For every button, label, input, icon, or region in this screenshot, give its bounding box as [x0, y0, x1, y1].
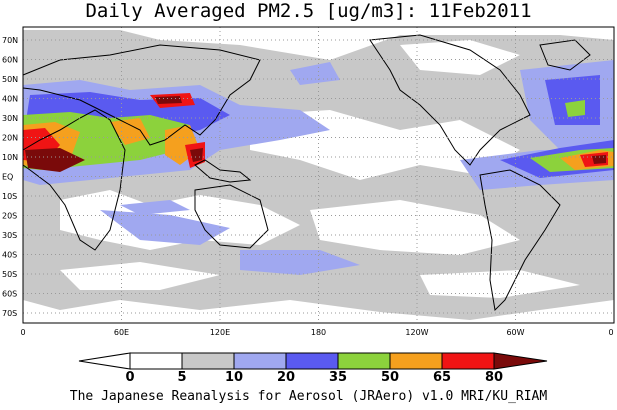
- coastline: [22, 109, 126, 251]
- lat-tick-label: 40N: [2, 95, 18, 104]
- lat-tick-label: 60N: [2, 56, 18, 65]
- concentration-patch: [155, 96, 182, 104]
- colorbar-lower-arrow: [78, 352, 131, 370]
- lon-tick-label: 120W: [405, 328, 428, 337]
- colorbar: 0 5 10 20 35 50 65 80: [78, 352, 548, 385]
- lat-tick-label: 40S: [2, 251, 17, 260]
- colorbar-label: 10: [225, 370, 243, 385]
- colorbar-swatch: [337, 352, 391, 370]
- concentration-patch: [120, 200, 190, 215]
- colorbar-label: 65: [433, 370, 451, 385]
- colorbar-label: 20: [277, 370, 295, 385]
- coastline: [539, 39, 591, 71]
- concentration-patch: [592, 155, 606, 164]
- colorbar-label: 5: [177, 370, 186, 385]
- colorbar-label: 50: [381, 370, 399, 385]
- lat-tick-label: 10N: [2, 153, 18, 162]
- lon-tick-label: 120E: [210, 328, 230, 337]
- coastline: [369, 34, 531, 166]
- colorbar-swatch: [285, 352, 339, 370]
- coastline: [194, 159, 252, 183]
- lat-tick-label: 50S: [2, 270, 17, 279]
- lat-tick-label: 70N: [2, 36, 18, 45]
- colorbar-swatch: [129, 352, 183, 370]
- concentration-patch: [400, 40, 520, 75]
- colorbar-label: 0: [125, 370, 134, 385]
- lat-tick-label: EQ: [2, 173, 13, 182]
- colorbar-swatch: [233, 352, 287, 370]
- concentration-patch: [420, 270, 580, 298]
- colorbar-swatch: [181, 352, 235, 370]
- lat-tick-label: 70S: [2, 309, 17, 318]
- concentration-field: [23, 30, 614, 320]
- map-title: Daily Averaged PM2.5 [ug/m3]: 11Feb2011: [85, 0, 532, 22]
- colorbar-upper-arrow: [493, 352, 548, 370]
- lon-tick-label: 180: [311, 328, 326, 337]
- lon-tick-label: 60W: [506, 328, 524, 337]
- colorbar-swatch: [441, 352, 495, 370]
- lat-tick-label: 30N: [2, 114, 18, 123]
- map-frame: [22, 26, 615, 324]
- lon-axis: 0 60E 120E 180 120W 60W 0: [20, 328, 613, 337]
- map-grid: [23, 27, 614, 323]
- lat-tick-label: 30S: [2, 231, 17, 240]
- concentration-patch: [60, 262, 220, 290]
- lon-tick-label: 60E: [114, 328, 129, 337]
- lat-tick-label: 60S: [2, 290, 17, 299]
- colorbar-label: 80: [485, 370, 503, 385]
- concentration-patch: [240, 250, 360, 275]
- lon-tick-label: 0: [608, 328, 613, 337]
- concentration-patch: [25, 148, 85, 172]
- concentration-patch: [110, 118, 150, 145]
- lat-tick-label: 10S: [2, 192, 17, 201]
- colorbar-swatch: [389, 352, 443, 370]
- lat-axis: 70N 60N 50N 40N 30N 20N 10N EQ 10S 20S 3…: [2, 36, 18, 318]
- coastline: [194, 184, 269, 249]
- concentration-patch: [545, 75, 600, 125]
- lat-tick-label: 50N: [2, 75, 18, 84]
- lon-tick-label: 0: [20, 328, 25, 337]
- concentration-patch: [100, 210, 230, 245]
- footer-credit: The Japanese Reanalysis for Aerosol (JRA…: [69, 389, 548, 404]
- lat-tick-label: 20N: [2, 134, 18, 143]
- lat-tick-label: 20S: [2, 212, 17, 221]
- colorbar-label: 35: [329, 370, 347, 385]
- coastline: [22, 44, 261, 146]
- concentration-patch: [310, 200, 520, 255]
- concentration-patch: [190, 148, 203, 162]
- concentration-patch: [565, 100, 585, 117]
